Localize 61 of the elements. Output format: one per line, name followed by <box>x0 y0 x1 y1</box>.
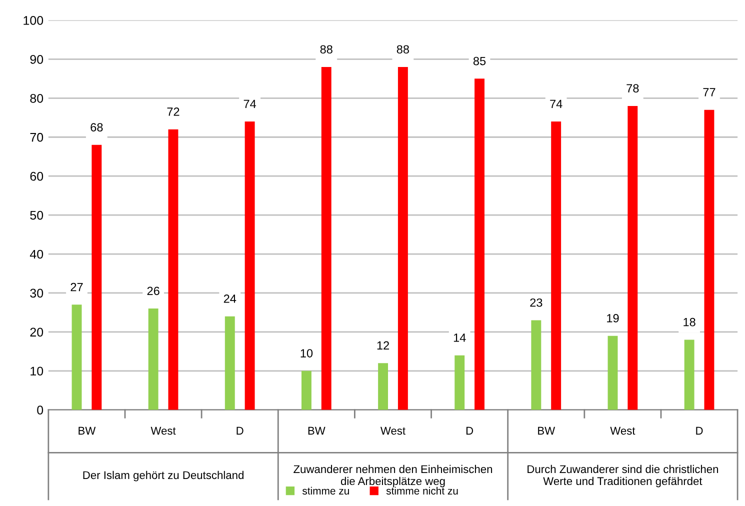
x-tick-label: BW <box>538 426 556 435</box>
bar <box>321 66 332 410</box>
data-label: 88 <box>320 45 332 54</box>
data-label: 26 <box>147 286 160 296</box>
text: Zuwanderer nehmen den Einheimischen die Arbeitsplätze weg <box>294 464 492 488</box>
data-label: 74 <box>244 100 256 108</box>
data-label: 85 <box>473 56 486 66</box>
bar <box>628 106 638 410</box>
data-label: 88 <box>396 45 409 54</box>
y-tick-label: 20 <box>30 328 44 337</box>
y-tick-label: 60 <box>30 172 44 181</box>
x-tick-label: West <box>610 426 636 435</box>
bar <box>168 129 178 410</box>
x-tick-label: West <box>380 426 406 435</box>
data-label: 18 <box>684 318 696 326</box>
bar <box>92 144 102 410</box>
bar <box>72 304 82 410</box>
data-label: 23 <box>530 298 542 307</box>
bar <box>551 122 562 410</box>
y-tick-label: 40 <box>30 250 44 259</box>
y-tick-label: 90 <box>30 55 44 64</box>
data-label: 24 <box>224 294 236 303</box>
bar <box>378 363 388 410</box>
bar <box>454 355 465 410</box>
bar <box>301 370 312 410</box>
data-label: 77 <box>703 88 716 96</box>
bar <box>608 336 618 410</box>
x-tick-label: D <box>696 426 703 435</box>
x-tick-label: BW <box>308 426 326 435</box>
text: Der Islam gehört zu Deutschland <box>83 470 244 482</box>
text: Durch Zuwanderer sind die christlichen Werte und Traditionen gefährdet <box>528 464 718 488</box>
legend-label: stimme nicht zu <box>386 486 458 495</box>
x-tick-label: BW <box>78 426 96 435</box>
bar <box>684 340 694 410</box>
data-label: 14 <box>454 334 466 342</box>
data-label: 27 <box>70 282 83 292</box>
bar <box>398 66 408 410</box>
x-tick-label: D <box>236 426 244 435</box>
data-label: 12 <box>377 341 390 350</box>
y-tick-label: 70 <box>30 132 44 142</box>
bar <box>224 316 235 410</box>
bar <box>704 110 714 410</box>
y-tick-label: 0 <box>37 406 44 415</box>
data-label: 68 <box>90 123 103 132</box>
x-tick-label: West <box>150 426 176 435</box>
bar <box>474 78 484 410</box>
y-tick-label: 80 <box>30 94 44 103</box>
bar <box>244 122 255 410</box>
bar <box>148 308 158 410</box>
data-label: 74 <box>550 100 562 108</box>
bar <box>531 320 542 410</box>
y-tick-label: 30 <box>30 288 44 298</box>
data-label: 72 <box>167 108 180 116</box>
x-tick-label: D <box>466 426 474 435</box>
y-tick-label: 100 <box>24 16 44 25</box>
y-tick-label: 10 <box>30 366 44 376</box>
data-label: 19 <box>607 314 619 322</box>
data-label: 78 <box>626 84 639 93</box>
data-label: 10 <box>300 349 313 358</box>
y-tick-label: 50 <box>30 210 44 220</box>
legend-label: stimme zu <box>302 486 349 495</box>
